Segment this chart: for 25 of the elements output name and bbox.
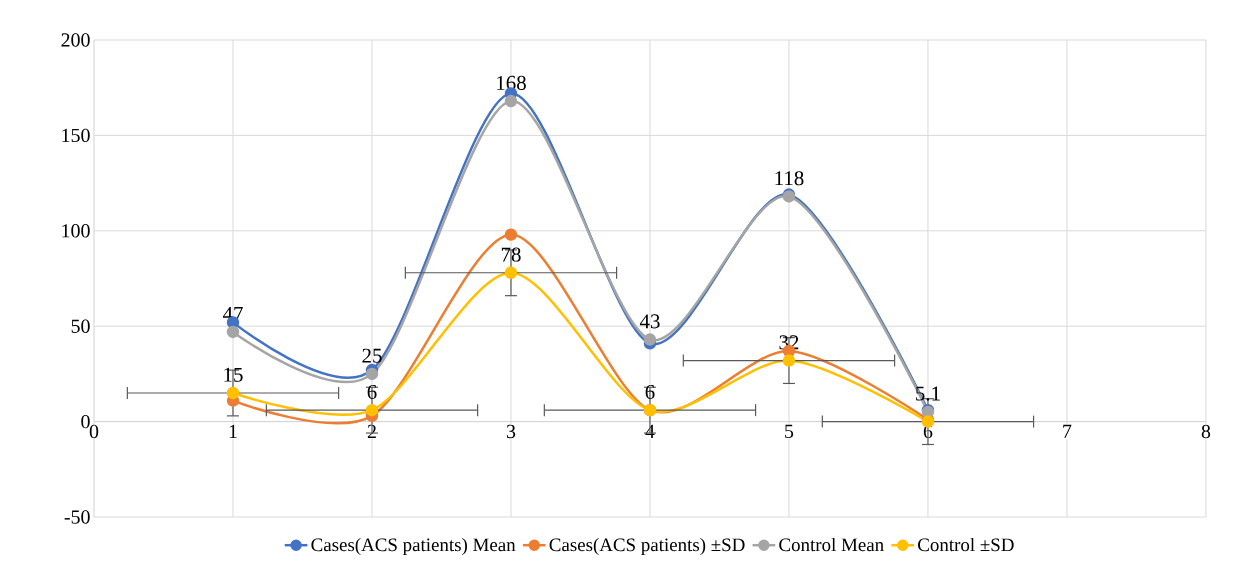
y-tick-label: 100 [62, 224, 90, 238]
y-tick-label: -50 [64, 510, 90, 524]
legend-label: Cases(ACS patients) Mean [311, 537, 516, 556]
data-label: 78 [501, 247, 521, 262]
y-tick-label: 150 [62, 128, 90, 143]
x-tick-label: 7 [1063, 424, 1072, 438]
y-tick-label: 50 [71, 319, 90, 333]
legend-label: Control Mean [779, 537, 884, 552]
data-label: 5.1 [916, 386, 940, 401]
legend-label: Cases(ACS patients) ±SD [549, 537, 745, 556]
data-label: 118 [775, 171, 804, 186]
x-tick-label: 5 [785, 424, 794, 439]
y-tick-label: 200 [61, 33, 90, 47]
x-tick-label: 1 [229, 424, 237, 438]
x-tick-label: 4 [645, 424, 655, 438]
data-label: 25 [362, 348, 382, 363]
x-tick-label: 2 [367, 424, 376, 438]
data-label: 15 [224, 367, 243, 382]
x-tick-label: 8 [1201, 424, 1211, 439]
data-label: 6 [367, 384, 377, 399]
x-tick-label: 3 [506, 424, 516, 439]
legend-label: Control ±SD [918, 537, 1014, 552]
data-label: 168 [497, 75, 526, 90]
data-label: 43 [639, 314, 660, 329]
data-label: 6 [645, 384, 655, 399]
